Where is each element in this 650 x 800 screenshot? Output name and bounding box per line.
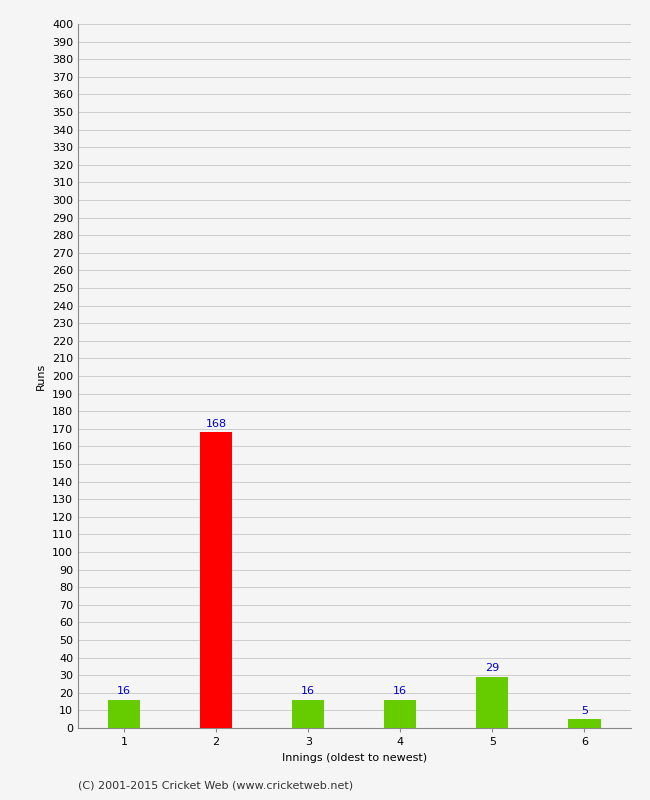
Bar (200, 432, 232, 728)
Text: (C) 2001-2015 Cricket Web (www.cricketweb.net): (C) 2001-2015 Cricket Web (www.cricketwe… (78, 781, 353, 790)
Bar (108, 700, 140, 728)
Text: 29: 29 (486, 663, 499, 674)
Y-axis label: Runs: Runs (36, 362, 46, 390)
Bar (476, 677, 508, 728)
Text: 16: 16 (301, 686, 315, 696)
Text: 16: 16 (393, 686, 408, 696)
Text: 16: 16 (117, 686, 131, 696)
Bar (384, 700, 417, 728)
X-axis label: Innings (oldest to newest): Innings (oldest to newest) (281, 753, 427, 762)
Text: 168: 168 (205, 419, 227, 429)
Text: 5: 5 (581, 706, 588, 716)
Bar (292, 700, 324, 728)
Bar (568, 719, 601, 728)
